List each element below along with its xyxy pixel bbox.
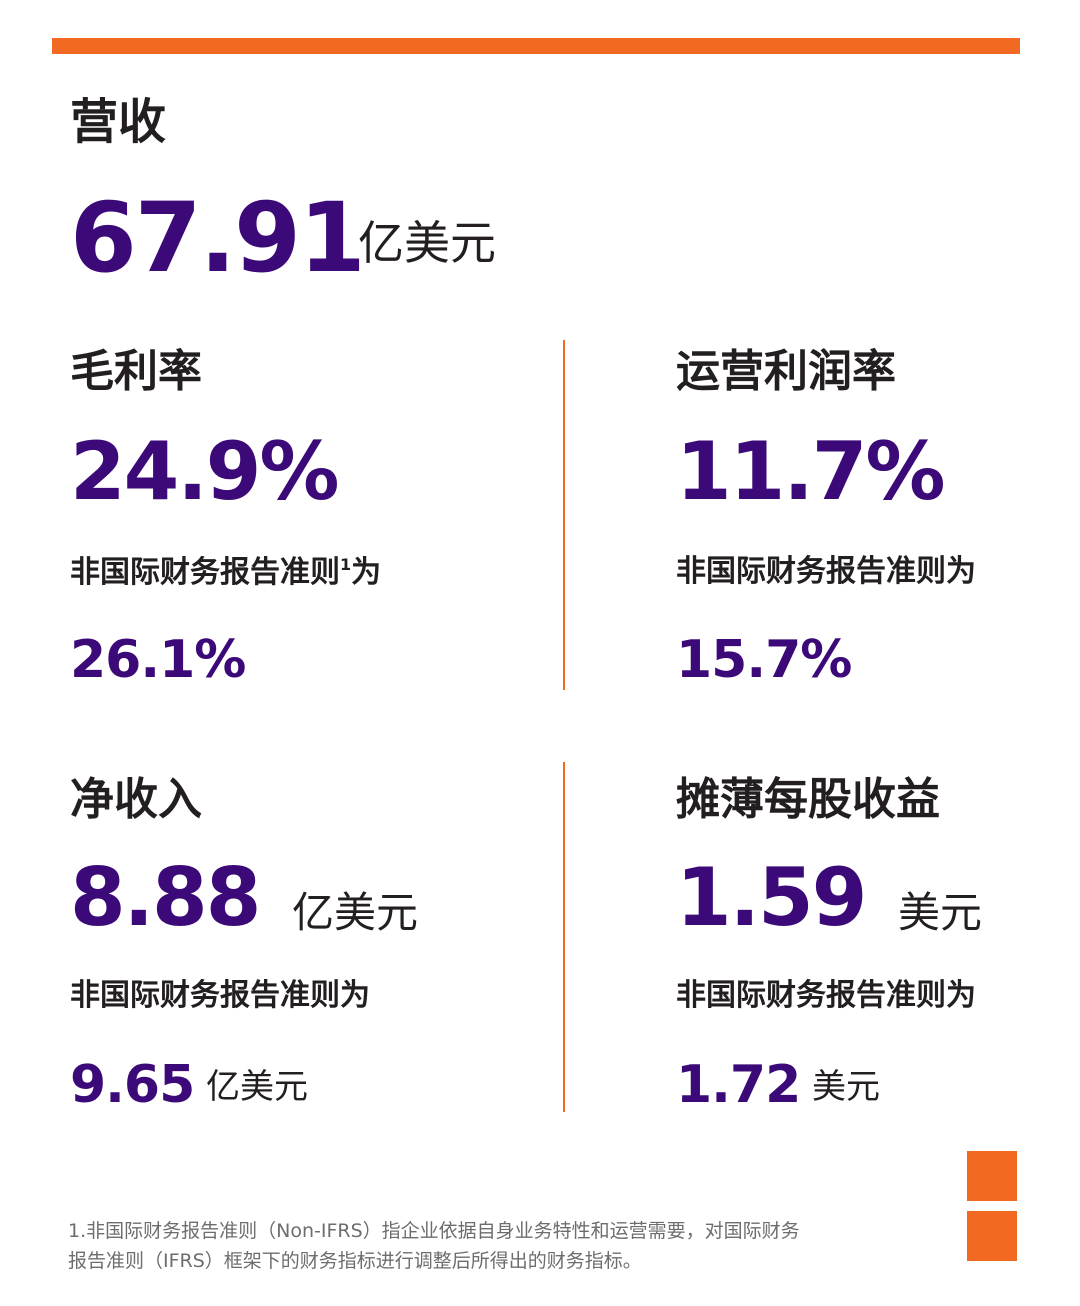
diluted-eps-unit: 美元: [898, 888, 983, 937]
net-income-label: 净收入: [70, 774, 202, 825]
footnote: 1.非国际财务报告准则（Non-IFRS）指企业依据自身业务特性和运营需要，对国…: [68, 1216, 888, 1276]
vertical-divider-bottom: [563, 762, 565, 1112]
diluted-eps-value: 1.59: [676, 851, 867, 944]
revenue-value: 67.91: [70, 182, 366, 294]
operating-margin-value: 11.7%: [676, 425, 946, 518]
revenue-unit: 亿美元: [358, 216, 496, 270]
operating-margin-non-ifrs-value: 15.7%: [676, 630, 852, 690]
net-income-non-ifrs-unit: 亿美元: [206, 1067, 308, 1107]
footnote-marker: 1: [340, 555, 352, 574]
vertical-divider-top: [563, 340, 565, 690]
net-income-non-ifrs-value: 9.65: [70, 1055, 195, 1115]
operating-margin-non-ifrs-label: 非国际财务报告准则为: [676, 554, 976, 589]
footnote-line-2: 报告准则（IFRS）框架下的财务指标进行调整后所得出的财务指标。: [68, 1250, 642, 1272]
footnote-line-1: 1.非国际财务报告准则（Non-IFRS）指企业依据自身业务特性和运营需要，对国…: [68, 1220, 800, 1242]
diluted-eps-non-ifrs-label: 非国际财务报告准则为: [676, 978, 976, 1013]
gross-margin-non-ifrs-suffix: 为: [351, 555, 382, 590]
gross-margin-non-ifrs-label: 非国际财务报告准则1为: [70, 557, 381, 588]
diluted-eps-label: 摊薄每股收益: [676, 774, 940, 825]
net-income-unit: 亿美元: [292, 888, 419, 937]
operating-margin-label: 运营利润率: [676, 346, 896, 397]
revenue-label: 营收: [70, 94, 167, 150]
top-accent-bar: [52, 38, 1020, 54]
decorative-square-bottom: [967, 1211, 1017, 1261]
diluted-eps-non-ifrs-value: 1.72: [676, 1055, 801, 1115]
gross-margin-non-ifrs-value: 26.1%: [70, 630, 246, 690]
net-income-non-ifrs-label: 非国际财务报告准则为: [70, 978, 370, 1013]
gross-margin-label: 毛利率: [70, 346, 202, 397]
gross-margin-value: 24.9%: [70, 425, 340, 518]
gross-margin-non-ifrs-text: 非国际财务报告准则: [70, 555, 340, 590]
diluted-eps-non-ifrs-unit: 美元: [812, 1067, 880, 1107]
decorative-square-top: [967, 1151, 1017, 1201]
net-income-value: 8.88: [70, 851, 261, 944]
